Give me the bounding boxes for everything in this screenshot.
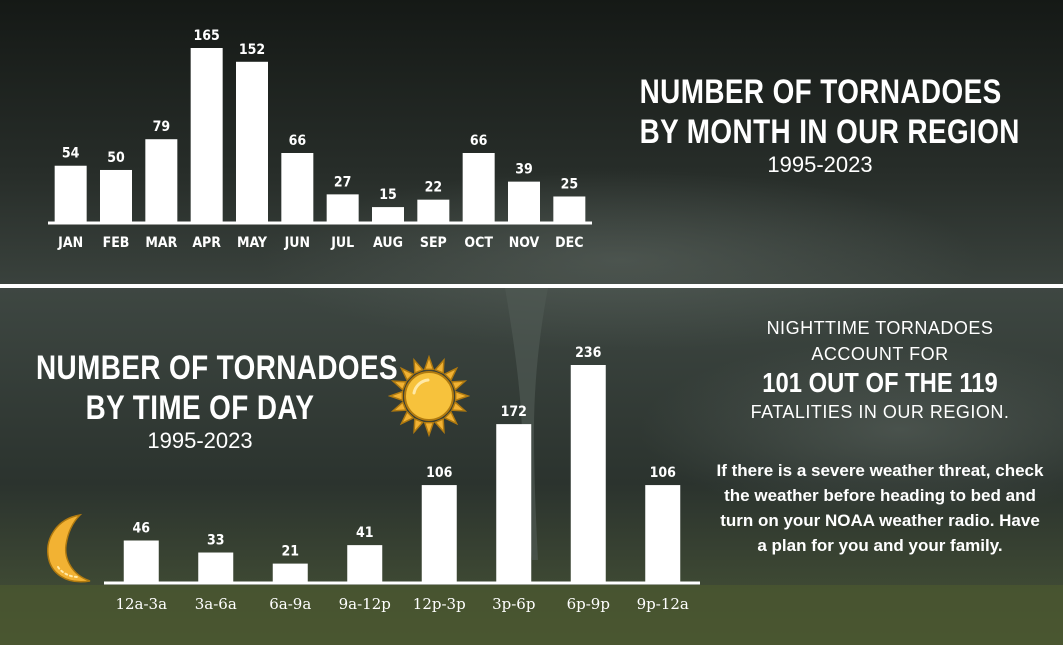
- x-tick-label: 6a-9a: [269, 595, 311, 613]
- bar: [508, 181, 540, 223]
- x-tick-label: MAR: [145, 235, 177, 251]
- x-tick-label: 6p-9p: [567, 595, 610, 613]
- bar: [198, 552, 234, 583]
- bar: [272, 563, 308, 583]
- fatalities-callout: NIGHTTIME TORNADOES ACCOUNT FOR 101 OUT …: [700, 315, 1060, 425]
- x-tick-label: JAN: [57, 235, 83, 251]
- x-tick-label: DEC: [555, 235, 583, 251]
- bar: [462, 153, 495, 223]
- bar-value-label: 152: [239, 42, 265, 58]
- bar-value-label: 15: [379, 187, 397, 203]
- bar-value-label: 27: [334, 174, 352, 190]
- bar: [236, 61, 268, 224]
- fatalities-emphasis: 101 OUT OF THE 119: [762, 367, 998, 398]
- bar-value-label: 79: [153, 119, 171, 135]
- bar-value-label: 236: [575, 345, 602, 361]
- x-tick-label: AUG: [373, 235, 403, 251]
- bar: [645, 485, 681, 583]
- month-chart-title: NUMBER OF TORNADOES BY MONTH IN OUR REGI…: [600, 72, 1040, 178]
- bar: [145, 139, 178, 223]
- tod-title-line2: BY TIME OF DAY: [85, 389, 315, 427]
- bar: [54, 165, 87, 223]
- fatalities-line2: ACCOUNT FOR: [811, 344, 949, 364]
- bar: [421, 485, 457, 583]
- bar: [347, 545, 383, 583]
- bar-value-label: 39: [515, 162, 533, 178]
- bar-value-label: 33: [207, 533, 225, 549]
- fatalities-line1: NIGHTTIME TORNADOES: [766, 318, 994, 338]
- month-title-line2: BY MONTH IN OUR REGION: [639, 113, 1020, 151]
- bar: [100, 169, 132, 223]
- tod-chart-title: NUMBER OF TORNADOES BY TIME OF DAY 1995-…: [0, 348, 400, 454]
- month-bar-chart: 54 JAN 50 FEB 79 MAR 165 APR 152 MAY 66 JUN 27 JUL 15 A…: [48, 28, 592, 251]
- section-divider: [0, 284, 1063, 288]
- bar-value-label: 165: [194, 28, 220, 44]
- advice-text: If there is a severe weather threat, che…: [716, 461, 1044, 555]
- x-tick-label: FEB: [103, 235, 130, 251]
- bar: [496, 424, 532, 583]
- bar-value-label: 66: [470, 133, 488, 149]
- x-tick-label: 3a-6a: [195, 595, 237, 613]
- x-tick-label: NOV: [509, 235, 540, 251]
- bar-value-label: 46: [132, 521, 150, 537]
- bar-value-label: 66: [289, 133, 307, 149]
- bar-value-label: 21: [281, 544, 299, 560]
- x-tick-label: MAY: [237, 235, 268, 251]
- bar-value-label: 22: [425, 180, 443, 196]
- sun-icon: [388, 355, 470, 437]
- x-tick-label: OCT: [464, 235, 493, 251]
- safety-advice: If there is a severe weather threat, che…: [715, 458, 1045, 558]
- x-tick-label: 9p-12a: [637, 595, 689, 613]
- bar: [123, 540, 159, 583]
- x-tick-label: 12p-3p: [413, 595, 466, 613]
- month-subtitle: 1995-2023: [767, 152, 873, 177]
- x-tick-label: 12a-3a: [115, 595, 167, 613]
- fatalities-line3: FATALITIES IN OUR REGION.: [750, 402, 1010, 422]
- bar-value-label: 172: [501, 404, 527, 420]
- bar: [553, 196, 586, 223]
- bar-value-label: 25: [561, 176, 579, 192]
- tod-subtitle: 1995-2023: [147, 428, 253, 453]
- bar-value-label: 41: [356, 525, 374, 541]
- bar: [281, 153, 314, 223]
- bar-value-label: 106: [650, 465, 677, 481]
- x-tick-label: 3p-6p: [492, 595, 535, 613]
- tod-title-line1: NUMBER OF TORNADOES: [36, 349, 398, 387]
- x-tick-label: SEP: [420, 235, 447, 251]
- bar: [417, 199, 450, 223]
- x-tick-label: JUN: [284, 235, 310, 251]
- x-tick-label: 9a-12p: [339, 595, 391, 613]
- bar: [326, 194, 359, 223]
- time-of-day-bar-chart: 46 12a-3a 33 3a-6a 21 6a-9a 41 9a-12p 106 12p-3p 1…: [104, 345, 700, 613]
- bar-value-label: 54: [62, 146, 80, 162]
- crescent-moon-icon: [47, 513, 91, 583]
- bar: [570, 365, 606, 583]
- bar-value-label: 50: [107, 150, 125, 166]
- x-tick-label: JUL: [330, 235, 354, 251]
- x-tick-label: APR: [192, 235, 221, 251]
- month-title-line1: NUMBER OF TORNADOES: [639, 73, 1002, 111]
- bar: [190, 48, 223, 223]
- bar: [372, 207, 404, 223]
- bar-value-label: 106: [426, 465, 453, 481]
